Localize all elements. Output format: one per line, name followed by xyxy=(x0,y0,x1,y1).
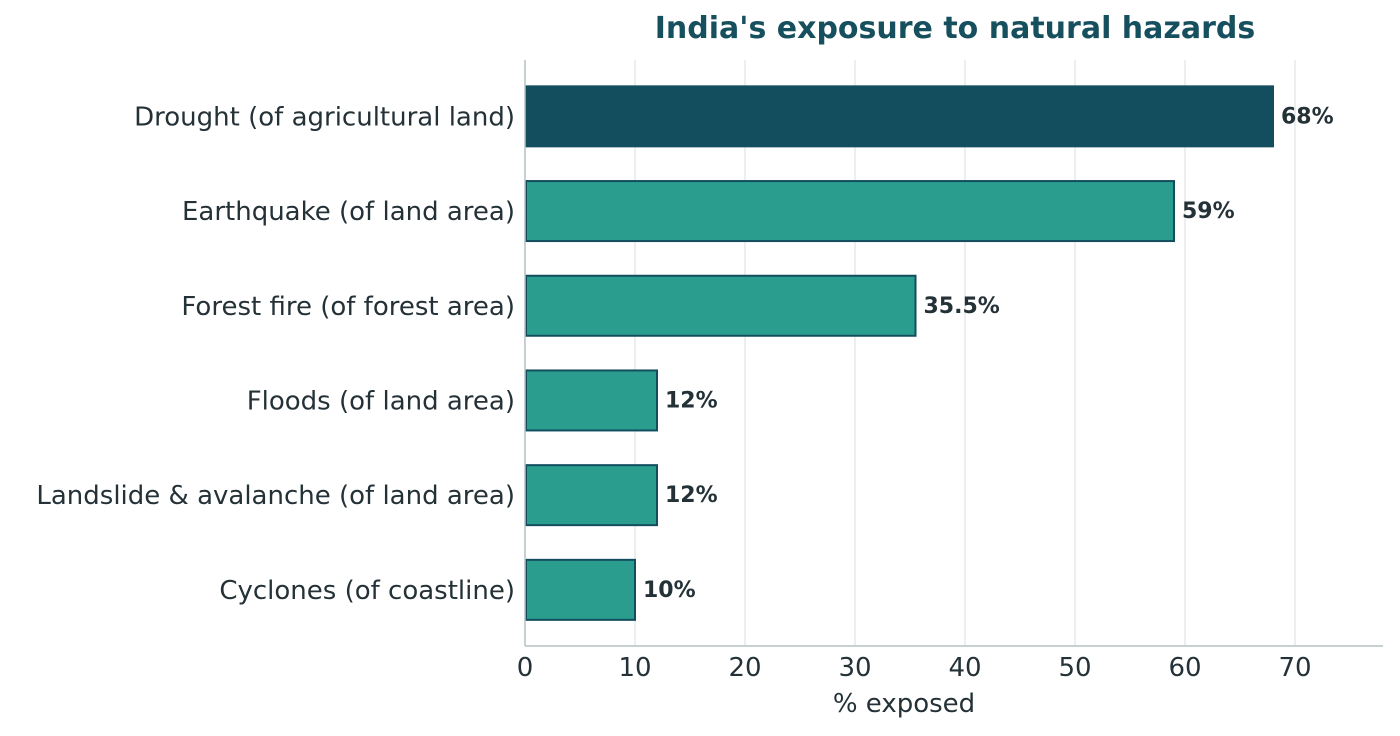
category-label-0: Drought (of agricultural land) xyxy=(134,102,515,132)
x-tick-label-30: 30 xyxy=(838,653,871,683)
bar-2 xyxy=(525,274,917,337)
labels: Drought (of agricultural land) 68% Earthqu… xyxy=(36,102,1333,605)
category-label-2: Forest fire (of forest area) xyxy=(181,292,515,322)
bar-1 xyxy=(525,180,1175,243)
x-tick-label-40: 40 xyxy=(948,653,981,683)
x-tick-label-10: 10 xyxy=(618,653,651,683)
data-label-3: 12% xyxy=(665,388,718,413)
x-axis-label: % exposed xyxy=(833,689,975,719)
chart-title: India's exposure to natural hazards xyxy=(655,11,1255,46)
data-label-2: 35.5% xyxy=(924,294,1000,319)
x-tick-label-0: 0 xyxy=(517,653,534,683)
axes: 0 10 20 30 40 50 60 70 xyxy=(517,60,1383,683)
category-label-3: Floods (of land area) xyxy=(247,386,515,416)
bar-0 xyxy=(525,85,1274,148)
bar-5 xyxy=(525,558,636,621)
data-label-4: 12% xyxy=(665,483,718,508)
x-tick-label-70: 70 xyxy=(1278,653,1311,683)
category-label-1: Earthquake (of land area) xyxy=(182,197,515,227)
bars xyxy=(525,85,1274,621)
x-tick-label-50: 50 xyxy=(1058,653,1091,683)
data-label-1: 59% xyxy=(1182,199,1235,224)
grid-lines xyxy=(634,60,1296,646)
data-label-5: 10% xyxy=(643,578,696,603)
category-label-5: Cyclones (of coastline) xyxy=(219,576,515,606)
category-label-4: Landslide & avalanche (of land area) xyxy=(36,481,515,511)
x-tick-label-20: 20 xyxy=(728,653,761,683)
bar-3 xyxy=(525,369,658,432)
data-label-0: 68% xyxy=(1281,104,1334,129)
bar-4 xyxy=(525,464,658,527)
x-tick-label-60: 60 xyxy=(1168,653,1201,683)
